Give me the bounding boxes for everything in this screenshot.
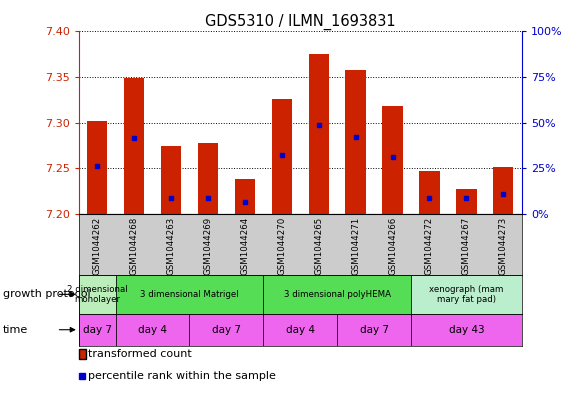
Text: xenograph (mam
mary fat pad): xenograph (mam mary fat pad) (429, 285, 504, 304)
Bar (115, 314, 189, 346)
Text: 2 dimensional
monolayer: 2 dimensional monolayer (67, 285, 128, 304)
Bar (419, 171, 440, 214)
Text: GSM1044263: GSM1044263 (167, 217, 175, 275)
Text: 3 dimensional Matrigel: 3 dimensional Matrigel (140, 290, 239, 299)
Text: day 43: day 43 (448, 325, 484, 335)
Bar (337, 314, 411, 346)
Text: GSM1044267: GSM1044267 (462, 217, 471, 275)
Text: day 7: day 7 (83, 325, 112, 335)
Text: transformed count: transformed count (88, 349, 192, 359)
Bar (79, 275, 115, 314)
Bar (346, 70, 366, 214)
Text: 3 dimensional polyHEMA: 3 dimensional polyHEMA (284, 290, 391, 299)
Bar (272, 99, 292, 214)
Text: day 7: day 7 (212, 325, 241, 335)
Bar (493, 167, 514, 214)
Text: day 4: day 4 (286, 325, 315, 335)
Bar (235, 180, 255, 214)
Bar (124, 78, 144, 214)
Bar (382, 107, 403, 214)
Text: GSM1044270: GSM1044270 (278, 217, 286, 275)
Bar (456, 189, 476, 214)
Bar (264, 275, 411, 314)
Text: percentile rank within the sample: percentile rank within the sample (88, 371, 276, 382)
Text: GSM1044265: GSM1044265 (314, 217, 323, 275)
Bar (115, 275, 264, 314)
Text: day 4: day 4 (138, 325, 167, 335)
Text: day 7: day 7 (360, 325, 389, 335)
Title: GDS5310 / ILMN_1693831: GDS5310 / ILMN_1693831 (205, 14, 395, 30)
Bar (411, 314, 522, 346)
Text: GSM1044271: GSM1044271 (351, 217, 360, 275)
Text: GSM1044272: GSM1044272 (425, 217, 434, 275)
Text: GSM1044273: GSM1044273 (499, 217, 508, 275)
Bar (79, 314, 115, 346)
Text: GSM1044269: GSM1044269 (203, 217, 212, 275)
Bar (87, 121, 107, 214)
Bar (308, 54, 329, 214)
Bar (411, 275, 522, 314)
Text: GSM1044264: GSM1044264 (240, 217, 250, 275)
Text: growth protocol: growth protocol (3, 289, 90, 299)
Text: time: time (3, 325, 28, 335)
Text: GSM1044266: GSM1044266 (388, 217, 397, 275)
Bar (198, 143, 218, 214)
Bar (189, 314, 264, 346)
Text: GSM1044262: GSM1044262 (93, 217, 101, 275)
Text: GSM1044268: GSM1044268 (129, 217, 139, 275)
Bar (161, 146, 181, 214)
Bar (264, 314, 337, 346)
